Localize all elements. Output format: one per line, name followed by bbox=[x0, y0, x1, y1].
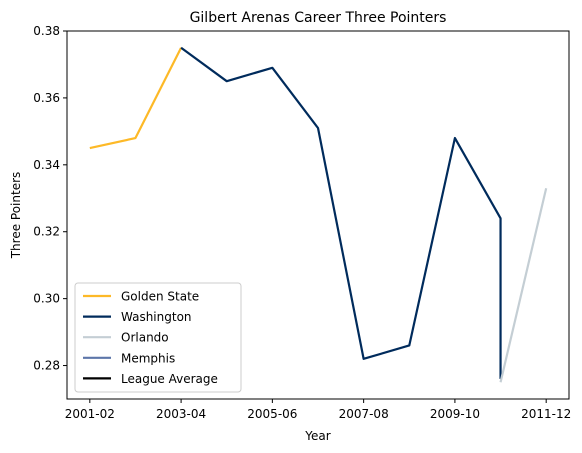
legend-label: Washington bbox=[121, 310, 192, 324]
x-axis-label: Year bbox=[304, 429, 330, 443]
legend: Golden State Washington Orlando Memphis Leag… bbox=[74, 282, 242, 393]
x-tick-label: 2001-02 bbox=[65, 407, 115, 421]
y-tick-label: 0.36 bbox=[33, 91, 60, 105]
series-line-orlando bbox=[499, 187, 548, 383]
x-tick-label: 2005-06 bbox=[247, 407, 297, 421]
chart-title: Gilbert Arenas Career Three Pointers bbox=[190, 10, 447, 26]
legend-label: Memphis bbox=[121, 351, 175, 365]
x-tick-label: 2011-12 bbox=[521, 407, 571, 421]
legend-label: Golden State bbox=[121, 290, 199, 304]
x-tick-label: 2009-10 bbox=[430, 407, 480, 421]
series-line-golden-state bbox=[89, 47, 183, 150]
y-tick-label: 0.32 bbox=[33, 225, 60, 239]
legend-label: League Average bbox=[121, 372, 218, 386]
series-line-washington bbox=[180, 46, 502, 379]
x-tick-label: 2003-04 bbox=[156, 407, 206, 421]
legend-label: Orlando bbox=[121, 331, 169, 345]
plot-frame bbox=[66, 30, 570, 400]
y-tick-label: 0.30 bbox=[33, 292, 60, 306]
legend-box bbox=[74, 282, 242, 393]
y-axis-label: Three Pointers bbox=[9, 172, 23, 260]
y-tick-label: 0.28 bbox=[33, 359, 60, 373]
x-tick-label: 2007-08 bbox=[339, 407, 389, 421]
y-tick-label: 0.38 bbox=[33, 24, 60, 38]
y-tick-label: 0.34 bbox=[33, 158, 60, 172]
